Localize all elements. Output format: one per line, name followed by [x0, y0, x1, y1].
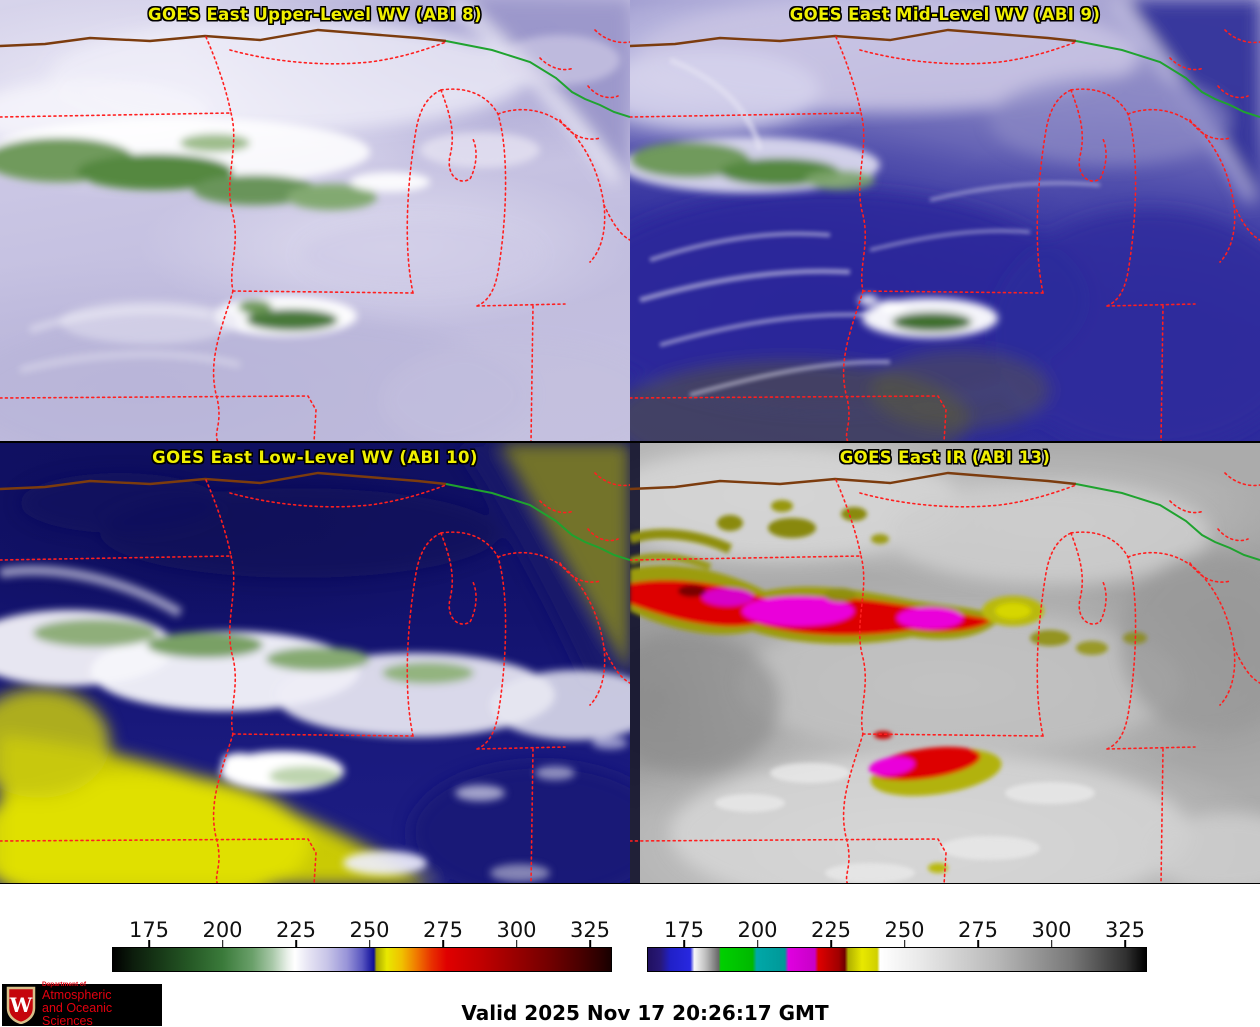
colorbar-ir: 175 200 225 250 275 300 325 [647, 918, 1147, 978]
logo-dept-line: Department of [42, 980, 87, 988]
tick-label: 225 [810, 918, 852, 942]
logo-line2: and Oceanic Sciences [42, 1000, 113, 1027]
valid-timestamp: Valid 2025 Nov 17 20:26:17 GMT [461, 1001, 829, 1025]
logo-line1: Atmospheric [42, 987, 112, 1002]
tick-label: 300 [496, 918, 537, 942]
uw-aos-logo: W Department of Atmospheric and Oceanic … [2, 980, 162, 1027]
tick-label: 250 [349, 918, 390, 942]
panel-title-abi10: GOES East Low-Level WV (ABI 10) [152, 448, 478, 467]
logo-text: Department of Atmospheric and Oceanic Sc… [42, 980, 162, 1027]
uw-crest-icon: W [6, 986, 36, 1024]
panel-ir: GOES East IR (ABI 13) [630, 443, 1260, 883]
tick-label: 275 [422, 918, 464, 942]
mid-level-wv-image [630, 0, 1260, 441]
tick-label: 200 [737, 918, 778, 942]
colorbar-wv: 175 200 225 250 275 300 325 [112, 918, 612, 978]
tick-label: 175 [663, 918, 705, 942]
svg-text:W: W [9, 993, 33, 1017]
tick-label: 200 [202, 918, 243, 942]
panel-low-level-wv: GOES East Low-Level WV (ABI 10) [0, 443, 630, 883]
panel-title-abi13: GOES East IR (ABI 13) [839, 448, 1051, 467]
colorbar-wv-ticks [112, 940, 612, 947]
panel-title-abi8: GOES East Upper-Level WV (ABI 8) [148, 5, 482, 24]
tick-label: 225 [275, 918, 317, 942]
colorbar-wv-gradient [112, 947, 612, 972]
colorbar-ir-labels: 175 200 225 250 275 300 325 [647, 918, 1147, 944]
tick-label: 300 [1031, 918, 1072, 942]
tick-label: 325 [1104, 918, 1146, 942]
colorbar-ir-ticks [647, 940, 1147, 947]
colorbar-wv-labels: 175 200 225 250 275 300 325 [112, 918, 612, 944]
panel-upper-level-wv: GOES East Upper-Level WV (ABI 8) [0, 0, 630, 441]
low-level-wv-image [0, 443, 630, 883]
panel-mid-level-wv: GOES East Mid-Level WV (ABI 9) [630, 0, 1260, 441]
tick-label: 250 [884, 918, 925, 942]
tick-label: 275 [957, 918, 999, 942]
satellite-panel-grid: GOES East Upper-Level WV (ABI 8) [0, 0, 1260, 884]
panel-title-abi9: GOES East Mid-Level WV (ABI 9) [789, 5, 1101, 24]
colorbar-ir-gradient [647, 947, 1147, 972]
tick-label: 175 [128, 918, 170, 942]
ir-image [630, 443, 1260, 883]
tick-label: 325 [569, 918, 611, 942]
upper-level-wv-image [0, 0, 630, 441]
